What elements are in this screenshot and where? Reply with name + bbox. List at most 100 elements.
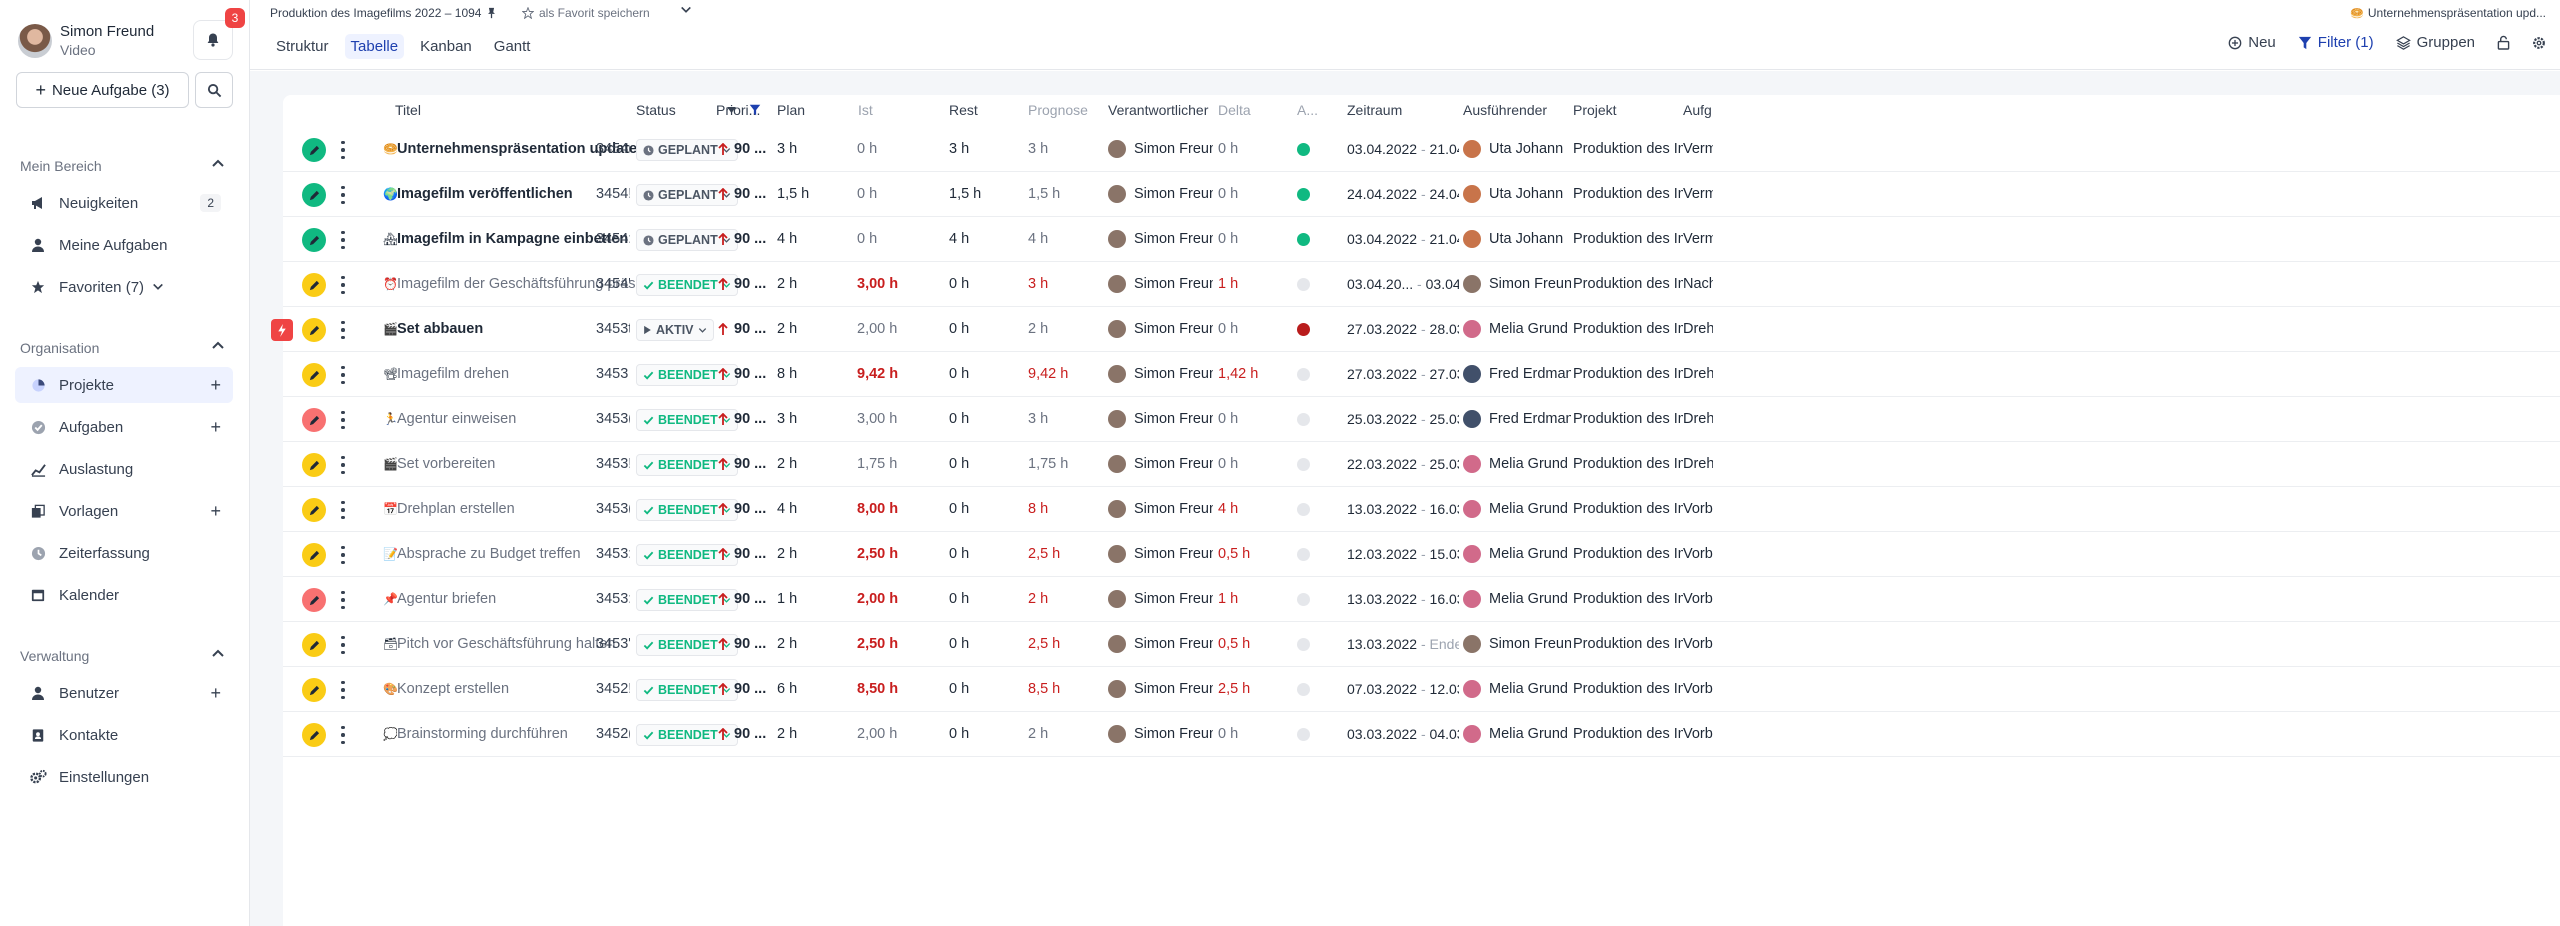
section-organisation[interactable]: Organisation	[20, 340, 225, 356]
more-options-icon[interactable]	[338, 184, 348, 206]
responsible-person[interactable]: Simon Freund	[1108, 352, 1213, 397]
table-row[interactable]: 🥯 Unternehmenspräsentation updaten 3454(GE…	[283, 127, 2560, 172]
zeitraum[interactable]: 03.04.2022 - 21.04.2022	[1347, 127, 1459, 172]
column-header-status[interactable]: Status	[636, 102, 676, 118]
more-options-icon[interactable]	[338, 139, 348, 161]
responsible-person[interactable]: Simon Freund	[1108, 397, 1213, 442]
pencil-icon[interactable]	[302, 633, 326, 657]
task-title[interactable]: Imagefilm in Kampagne einbetten	[397, 231, 629, 247]
status-badge[interactable]: BEENDET	[636, 454, 738, 476]
more-options-icon[interactable]	[338, 544, 348, 566]
executor-person[interactable]: Simon Freund	[1463, 622, 1571, 667]
project-name[interactable]: Produktion des Imag...	[1573, 546, 1683, 562]
zeitraum[interactable]: 27.03.2022 - 27.03.2022	[1347, 352, 1459, 397]
current-task-crumb[interactable]: 🥯 Unternehmenspräsentation upd...	[2350, 6, 2546, 20]
project-name[interactable]: Produktion des Imag...	[1573, 321, 1683, 337]
project-name[interactable]: Produktion des Imag...	[1573, 141, 1683, 157]
pencil-icon[interactable]	[302, 498, 326, 522]
status-badge[interactable]: BEENDET	[636, 499, 738, 521]
task-title[interactable]: Set vorbereiten	[397, 456, 496, 472]
sidebar-item-kontakte[interactable]: Kontakte	[15, 717, 233, 753]
tab-struktur[interactable]: Struktur	[276, 38, 329, 55]
status-badge[interactable]: BEENDET	[636, 724, 738, 746]
column-header-verantwortlicher[interactable]: Verantwortlicher	[1108, 102, 1209, 118]
responsible-person[interactable]: Simon Freund	[1108, 262, 1213, 307]
user-profile[interactable]: Simon Freund Video	[18, 18, 238, 66]
column-header-plan[interactable]: Plan	[777, 102, 806, 118]
urgent-icon[interactable]	[271, 319, 293, 341]
more-options-icon[interactable]	[338, 409, 348, 431]
status-badge[interactable]: BEENDET	[636, 364, 738, 386]
project-name[interactable]: Produktion des Imag...	[1573, 681, 1683, 697]
filter-button[interactable]: Filter (1)	[2298, 34, 2374, 51]
status-badge[interactable]: BEENDET	[636, 679, 738, 701]
options-dropdown[interactable]	[680, 4, 692, 19]
zeitraum[interactable]: 25.03.2022 - 25.03.2022	[1347, 397, 1459, 442]
filter-icon[interactable]	[749, 104, 761, 116]
pencil-icon[interactable]	[302, 543, 326, 567]
responsible-person[interactable]: Simon Freund	[1108, 532, 1213, 577]
executor-person[interactable]: Fred Erdmann	[1463, 397, 1571, 442]
pencil-icon[interactable]	[302, 228, 326, 252]
zeitraum[interactable]: 27.03.2022 - 28.03.2022	[1347, 307, 1459, 352]
zeitraum[interactable]: 12.03.2022 - 15.03.2022	[1347, 532, 1459, 577]
sidebar-item-projekte[interactable]: Projekte +	[15, 367, 233, 403]
project-name[interactable]: Produktion des Imag...	[1573, 276, 1683, 292]
project-name[interactable]: Produktion des Imag...	[1573, 231, 1683, 247]
task-title[interactable]: Drehplan erstellen	[397, 501, 515, 517]
status-badge[interactable]: BEENDET	[636, 634, 738, 656]
more-options-icon[interactable]	[338, 724, 348, 746]
executor-person[interactable]: Uta Johann	[1463, 172, 1571, 217]
more-options-icon[interactable]	[338, 634, 348, 656]
pencil-icon[interactable]	[302, 183, 326, 207]
search-button[interactable]	[195, 72, 233, 108]
lock-button[interactable]	[2497, 35, 2510, 50]
responsible-person[interactable]: Simon Freund	[1108, 217, 1213, 262]
zeitraum[interactable]: 03.03.2022 - 04.03.2022	[1347, 712, 1459, 757]
pencil-icon[interactable]	[302, 363, 326, 387]
project-name[interactable]: Produktion des Imag...	[1573, 186, 1683, 202]
favorite-button[interactable]: als Favorit speichern	[522, 6, 650, 20]
new-task-button[interactable]: + Neue Aufgabe (3)	[16, 72, 189, 108]
task-title[interactable]: Agentur einweisen	[397, 411, 517, 427]
task-title[interactable]: Imagefilm veröffentlichen	[397, 186, 573, 202]
zeitraum[interactable]: 13.03.2022 - Ende	[1347, 622, 1459, 667]
project-name[interactable]: Produktion des Imag...	[1573, 591, 1683, 607]
table-row[interactable]: 🏃 Agentur einweisen 3453(BEENDET 90 ... 3 h 3…	[283, 397, 2560, 442]
responsible-person[interactable]: Simon Freund	[1108, 667, 1213, 712]
pencil-icon[interactable]	[302, 453, 326, 477]
add-task-icon[interactable]: +	[210, 416, 221, 437]
column-header-ausfuehrender[interactable]: Ausführender	[1463, 102, 1548, 118]
pencil-icon[interactable]	[302, 318, 326, 342]
table-row[interactable]: 🌍 Imagefilm veröffentlichen 3454! GEPLANT 90…	[283, 172, 2560, 217]
status-badge[interactable]: GEPLANT	[636, 139, 738, 161]
task-title[interactable]: Unternehmenspräsentation updaten	[397, 141, 646, 157]
table-row[interactable]: 🎬 Set vorbereiten 3453! BEENDET 90 ... 2 h 1,7…	[283, 442, 2560, 487]
responsible-person[interactable]: Simon Freund	[1108, 577, 1213, 622]
task-title[interactable]: Pitch vor Geschäftsführung halten	[397, 636, 616, 652]
column-header-aufgabentyp[interactable]: Aufg	[1683, 102, 1712, 118]
table-row[interactable]: 📅 Drehplan erstellen 3453(BEENDET 90 ... 4 h…	[283, 487, 2560, 532]
more-options-icon[interactable]	[338, 229, 348, 251]
pin-icon[interactable]	[487, 7, 496, 19]
tab-gantt[interactable]: Gantt	[493, 38, 531, 55]
more-options-icon[interactable]	[338, 454, 348, 476]
responsible-person[interactable]: Simon Freund	[1108, 622, 1213, 667]
section-mein-bereich[interactable]: Mein Bereich	[20, 158, 225, 174]
add-user-icon[interactable]: +	[210, 682, 221, 703]
responsible-person[interactable]: Simon Freund	[1108, 712, 1213, 757]
column-header-projekt[interactable]: Projekt	[1573, 102, 1617, 118]
column-header-prioritaet[interactable]: Priori...	[716, 102, 761, 118]
project-name[interactable]: Produktion des Imag...	[1573, 636, 1683, 652]
executor-person[interactable]: Uta Johann	[1463, 127, 1571, 172]
table-row[interactable]: 📽 Imagefilm drehen 3453 BEENDET 90 ... 8 h 9,4…	[283, 352, 2560, 397]
status-badge[interactable]: BEENDET	[636, 409, 738, 431]
column-header-a[interactable]: A...	[1297, 102, 1319, 118]
executor-person[interactable]: Fred Erdmann	[1463, 352, 1571, 397]
task-title[interactable]: Set abbauen	[397, 321, 484, 337]
sort-down-icon[interactable]	[727, 107, 736, 114]
status-badge[interactable]: BEENDET	[636, 274, 738, 296]
responsible-person[interactable]: Simon Freund	[1108, 127, 1213, 172]
task-title[interactable]: Brainstorming durchführen	[397, 726, 568, 742]
more-options-icon[interactable]	[338, 319, 348, 341]
